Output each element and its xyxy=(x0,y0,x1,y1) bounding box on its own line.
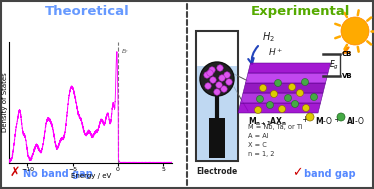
Circle shape xyxy=(303,105,310,112)
Circle shape xyxy=(285,94,291,101)
Circle shape xyxy=(257,95,264,102)
Circle shape xyxy=(301,78,309,85)
Bar xyxy=(197,66,237,160)
Circle shape xyxy=(214,89,220,95)
Circle shape xyxy=(254,106,261,114)
Text: M = Nb, Ta, or Ti: M = Nb, Ta, or Ti xyxy=(248,124,303,130)
Polygon shape xyxy=(240,93,323,103)
Circle shape xyxy=(219,75,225,81)
Text: band gap: band gap xyxy=(304,169,356,179)
Polygon shape xyxy=(243,83,325,93)
Polygon shape xyxy=(238,103,321,113)
Bar xyxy=(209,118,225,158)
Text: +: + xyxy=(300,115,311,124)
Circle shape xyxy=(341,17,369,45)
Circle shape xyxy=(270,91,278,98)
Y-axis label: Density of States: Density of States xyxy=(2,72,8,132)
Polygon shape xyxy=(245,73,328,83)
Circle shape xyxy=(224,72,230,78)
Polygon shape xyxy=(248,63,331,73)
Circle shape xyxy=(267,101,273,108)
Bar xyxy=(196,31,238,161)
Text: E$_g$: E$_g$ xyxy=(329,58,339,72)
X-axis label: Energy / eV: Energy / eV xyxy=(71,173,111,179)
Circle shape xyxy=(297,90,303,97)
Text: VB: VB xyxy=(342,73,353,79)
Text: $\mathbf{M}$-O: $\mathbf{M}$-O xyxy=(315,115,333,126)
Circle shape xyxy=(204,72,210,78)
Circle shape xyxy=(217,65,223,71)
Text: $H^+$: $H^+$ xyxy=(268,46,283,58)
Text: Theoretical: Theoretical xyxy=(45,5,129,18)
Circle shape xyxy=(200,62,234,96)
Text: $\mathbf{Al}$-O: $\mathbf{Al}$-O xyxy=(346,115,365,126)
Circle shape xyxy=(275,80,282,87)
Circle shape xyxy=(216,82,222,88)
Text: A = Al: A = Al xyxy=(248,133,269,139)
Text: $\mathbf{M_{n+1}AX_n}$: $\mathbf{M_{n+1}AX_n}$ xyxy=(248,115,287,128)
Circle shape xyxy=(210,77,216,83)
Circle shape xyxy=(226,79,232,85)
Circle shape xyxy=(310,94,318,101)
Text: Electrode: Electrode xyxy=(196,167,237,176)
Text: $H_2$: $H_2$ xyxy=(262,30,275,44)
Text: +: + xyxy=(332,115,343,124)
Text: Experimental: Experimental xyxy=(250,5,350,18)
Circle shape xyxy=(205,83,211,89)
Circle shape xyxy=(279,105,285,112)
Text: No band gap: No band gap xyxy=(23,169,93,179)
Text: $E_F$: $E_F$ xyxy=(120,47,129,56)
Text: n = 1, 2: n = 1, 2 xyxy=(248,151,275,157)
Circle shape xyxy=(306,113,314,121)
Text: CB: CB xyxy=(342,51,352,57)
Circle shape xyxy=(209,67,215,73)
Circle shape xyxy=(221,86,227,92)
Circle shape xyxy=(291,101,298,108)
Text: X = C: X = C xyxy=(248,142,267,148)
Circle shape xyxy=(288,84,295,91)
Text: ✗: ✗ xyxy=(10,166,21,179)
Circle shape xyxy=(337,113,345,121)
Text: ✓: ✓ xyxy=(292,166,303,179)
Circle shape xyxy=(260,84,267,91)
Circle shape xyxy=(207,70,213,76)
